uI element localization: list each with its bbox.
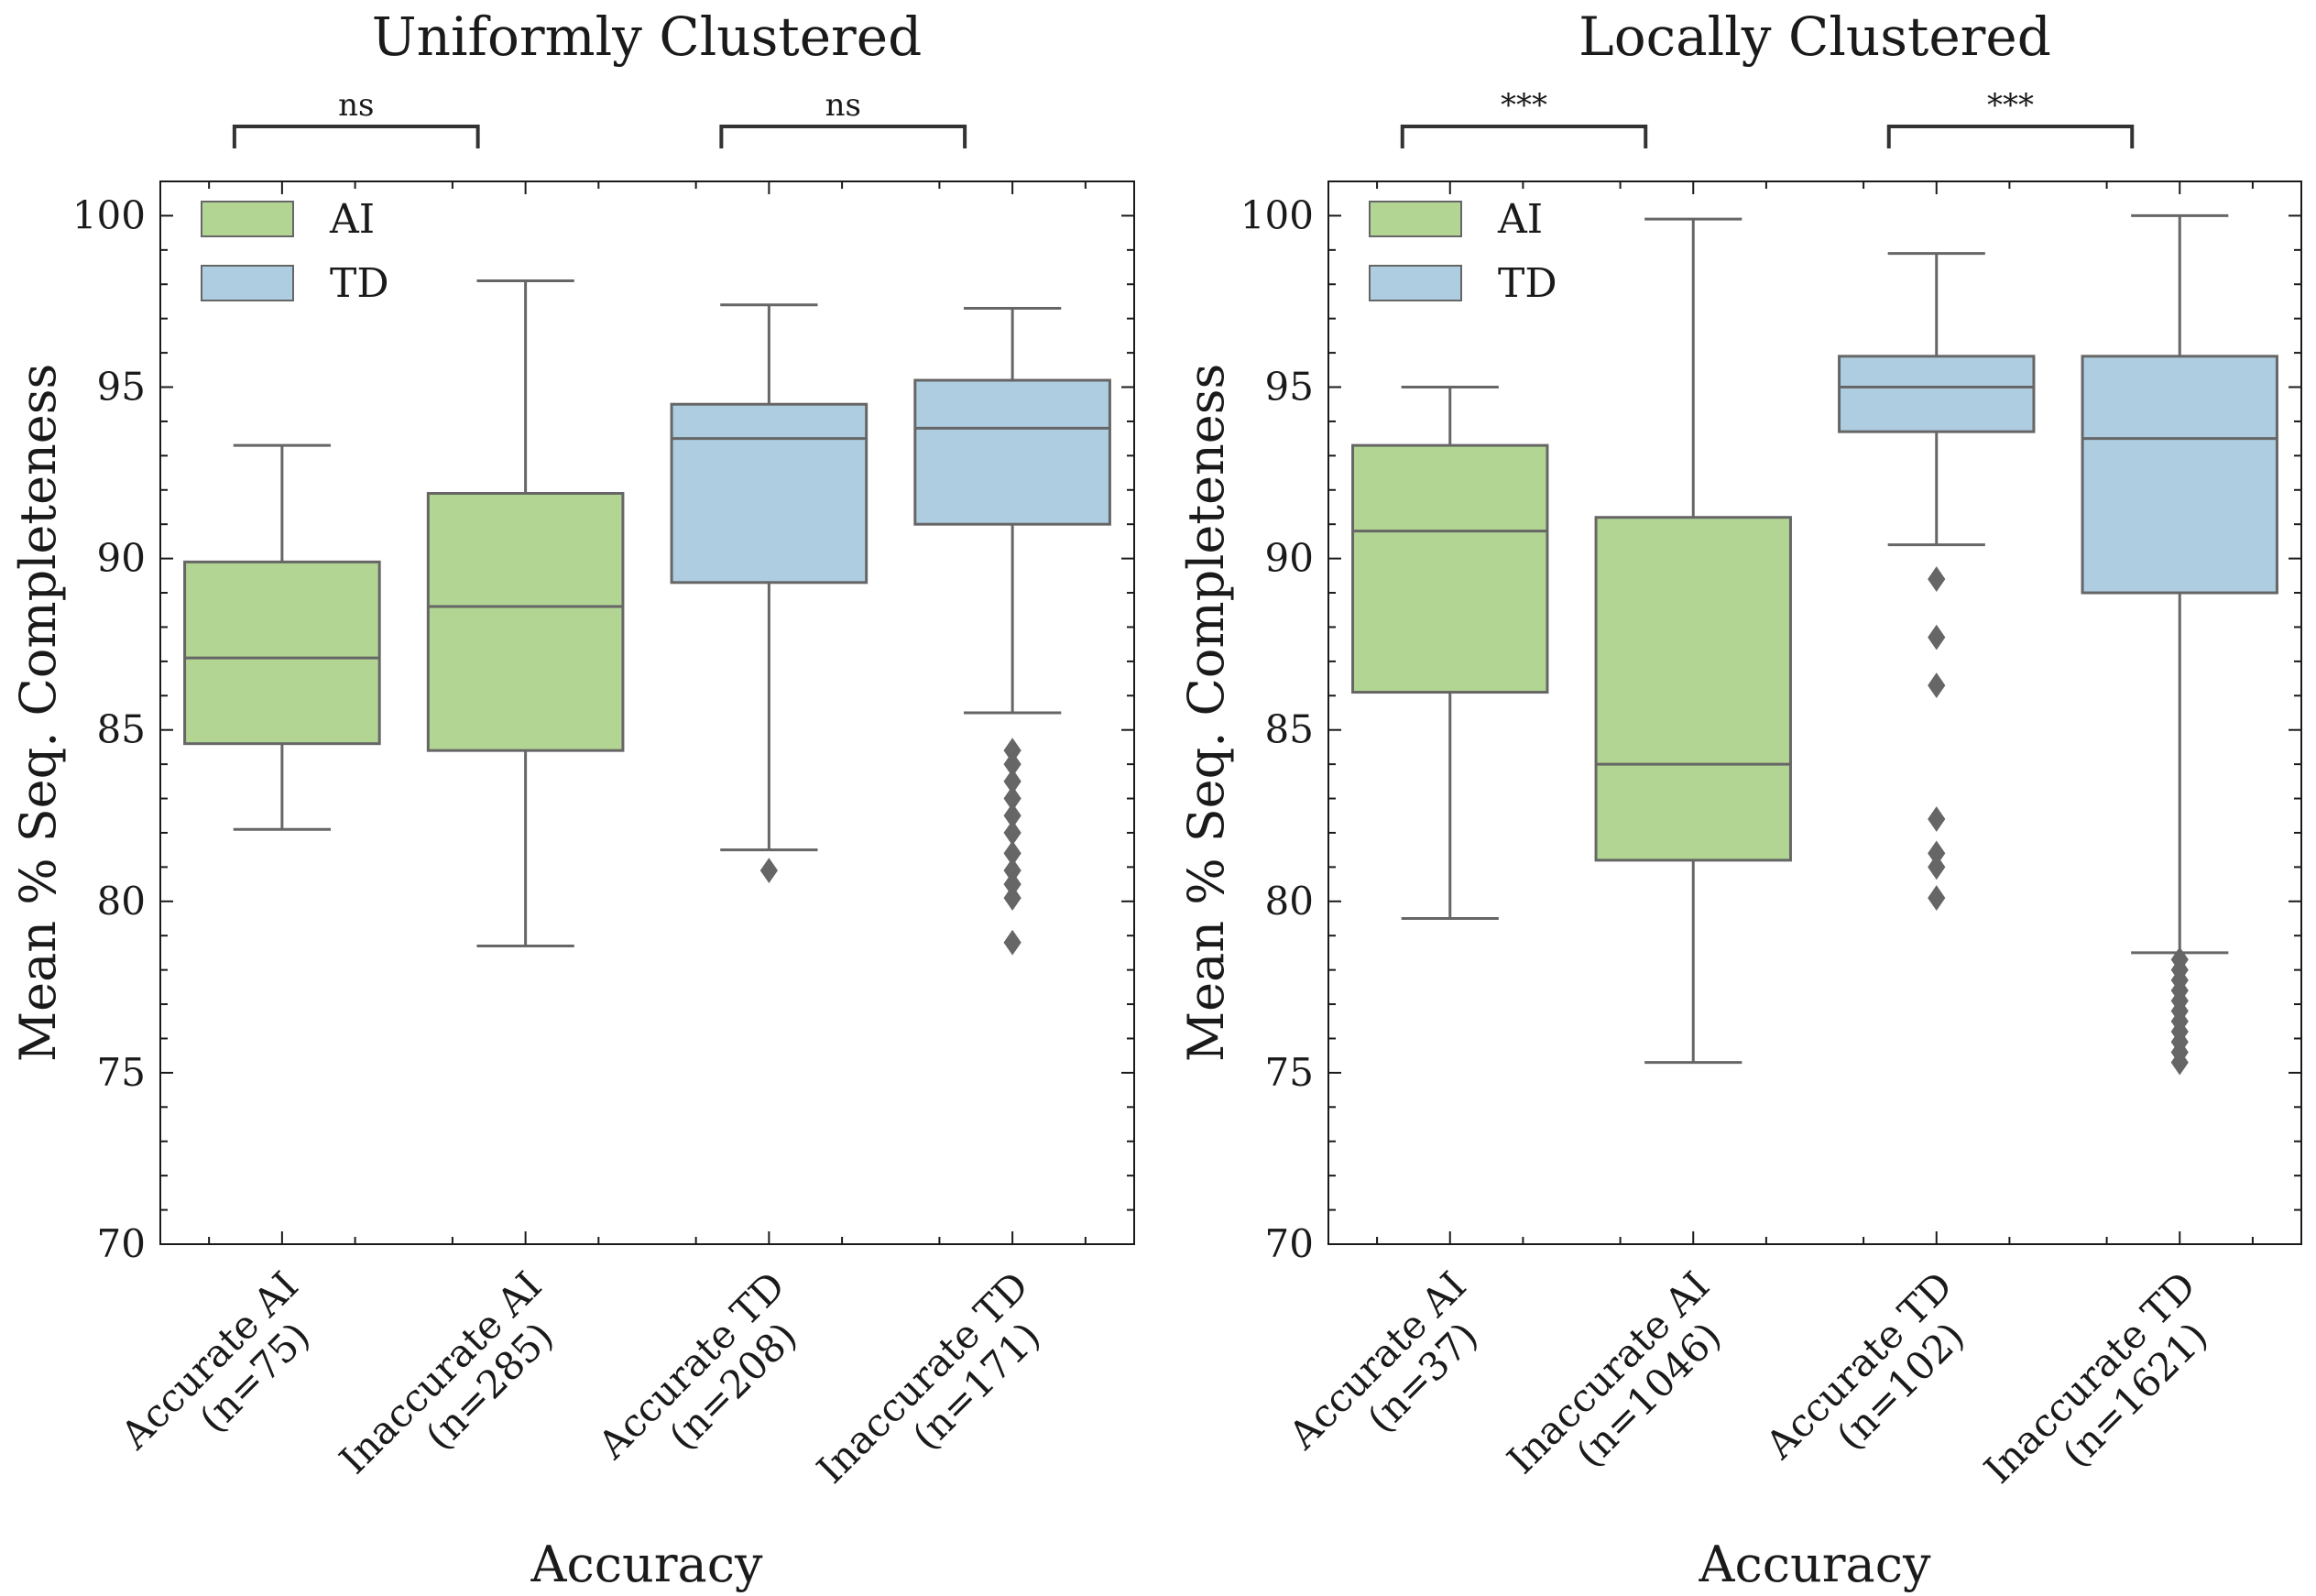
box-iqr: [1838, 355, 2036, 433]
box-iqr: [1594, 516, 1792, 862]
x-tick-label: Accurate TD(n=208): [589, 1263, 825, 1499]
legend-label: AI: [329, 196, 375, 243]
box-iqr: [183, 560, 381, 746]
y-axis-label: Mean % Seq. Completeness: [9, 364, 67, 1062]
box-1: [183, 443, 381, 831]
x-tick-label: Inaccurate TD(n=1621): [1975, 1263, 2235, 1523]
outlier-point: [1928, 806, 1946, 832]
y-tick-label: 90: [97, 536, 146, 581]
panel-2: Locally Clustered 70 75 80 85 90 95 100 Accurate…: [1177, 5, 2302, 1593]
significance-label: ***: [1501, 87, 1547, 124]
significance-bracket: [1400, 125, 1648, 148]
outlier-point: [1928, 624, 1946, 650]
significance-label: ns: [338, 87, 374, 124]
legend: AI TD: [1369, 196, 1557, 307]
legend-swatch-td: [201, 265, 294, 301]
outlier-point: [1003, 885, 1021, 911]
legend-label: TD: [1498, 260, 1557, 307]
y-axis-label: Mean % Seq. Completeness: [1177, 364, 1235, 1062]
x-tick-label: Inaccurate TD(n=171): [808, 1263, 1068, 1523]
x-tick-label: Accurate TD(n=102): [1756, 1263, 1993, 1499]
y-tick-label: 95: [97, 365, 146, 410]
y-tick-label: 95: [1265, 365, 1314, 410]
box-iqr: [670, 402, 868, 585]
y-tick-label: 75: [97, 1050, 146, 1095]
outlier-point: [2170, 1049, 2189, 1076]
outlier-point: [1928, 885, 1946, 911]
x-tick-label: Accurate AI(n=75): [112, 1263, 338, 1489]
x-tick-label: Inaccurate AI(n=285): [331, 1263, 582, 1514]
plot-frame: [159, 180, 1135, 1245]
legend-swatch-ai: [201, 201, 294, 237]
legend-swatch-ai: [1369, 201, 1462, 237]
y-tick-label: 80: [1265, 879, 1314, 924]
plot-frame: [1327, 180, 2302, 1245]
box-4: [913, 306, 1111, 956]
box-iqr: [913, 378, 1111, 526]
x-tick-label: Inaccurate AI(n=1046): [1499, 1263, 1750, 1514]
box-iqr: [426, 492, 625, 752]
panel-title: Locally Clustered: [1579, 5, 2051, 68]
legend: AI TD: [201, 196, 389, 307]
outlier-point: [1928, 566, 1946, 592]
significance-label: ns: [825, 87, 861, 124]
significance-bracket: [232, 125, 480, 148]
legend-label: AI: [1497, 196, 1543, 243]
box-iqr: [2081, 355, 2278, 595]
box-1: [1351, 386, 1549, 921]
legend-label: TD: [330, 260, 389, 307]
y-tick-label: 80: [97, 879, 146, 924]
box-3: [670, 303, 868, 884]
box-3: [1838, 252, 2036, 911]
box-iqr: [1351, 443, 1549, 694]
outlier-point: [1003, 929, 1021, 956]
x-axis-label: Accuracy: [530, 1536, 763, 1593]
outlier-point: [1928, 672, 1946, 698]
outlier-point: [1928, 854, 1946, 880]
y-tick-label: 70: [1265, 1221, 1314, 1266]
y-tick-label: 85: [97, 707, 146, 752]
box-2: [426, 279, 625, 947]
x-tick-label: Accurate AI(n=37): [1280, 1263, 1506, 1489]
box-2: [1594, 217, 1792, 1065]
significance-bracket: [719, 125, 967, 148]
y-tick-label: 100: [72, 192, 146, 237]
outlier-point: [759, 858, 778, 884]
x-axis-label: Accuracy: [1698, 1536, 1931, 1593]
y-tick-label: 90: [1265, 536, 1314, 581]
panel-title: Uniformly Clustered: [372, 5, 923, 68]
y-tick-label: 85: [1265, 707, 1314, 752]
significance-label: ***: [1987, 87, 2034, 124]
significance-bracket: [1886, 125, 2135, 148]
y-tick-label: 70: [97, 1221, 146, 1266]
panel-1: Uniformly Clustered 70 75 80 85 90 95 100 Accura…: [9, 5, 1135, 1593]
y-tick-label: 100: [1240, 192, 1314, 237]
legend-swatch-td: [1369, 265, 1462, 301]
y-tick-label: 75: [1265, 1050, 1314, 1095]
box-4: [2081, 213, 2278, 1076]
